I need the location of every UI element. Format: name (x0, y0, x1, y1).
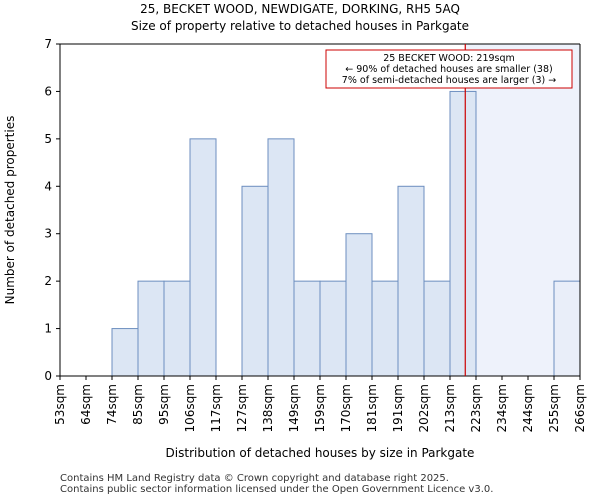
bar (423, 280, 451, 377)
x-tick-label: 223sqm (469, 384, 483, 432)
x-tick-label: 117sqm (209, 384, 223, 432)
bar (397, 185, 425, 377)
bar (111, 328, 139, 377)
y-tick-label: 6 (44, 84, 52, 98)
bar (449, 90, 477, 377)
chart-subtitle: Size of property relative to detached ho… (130, 19, 470, 33)
bar (137, 280, 165, 377)
bar (371, 280, 399, 377)
y-tick-label: 4 (44, 179, 52, 193)
x-tick-label: 127sqm (235, 384, 249, 432)
bar (293, 280, 321, 377)
x-tick-label: 234sqm (495, 384, 509, 432)
x-tick-label: 202sqm (417, 384, 431, 432)
footer-line-2: Contains public sector information licen… (60, 484, 494, 495)
x-tick-label: 95sqm (157, 384, 171, 425)
y-axis-label: Number of detached properties (3, 116, 17, 305)
x-tick-label: 255sqm (547, 384, 561, 432)
chart-title: 25, BECKET WOOD, NEWDIGATE, DORKING, RH5… (140, 2, 460, 16)
bar (241, 185, 269, 377)
annotation-line-1: 25 BECKET WOOD: 219sqm (383, 53, 515, 64)
y-tick-label: 2 (44, 274, 52, 288)
x-tick-label: 138sqm (261, 384, 275, 432)
x-tick-label: 85sqm (131, 384, 145, 425)
bar (553, 280, 581, 377)
y-tick-label: 0 (44, 369, 52, 383)
annotation-line-3: 7% of semi-detached houses are larger (3… (342, 75, 556, 86)
annotation-line-2: ← 90% of detached houses are smaller (38… (345, 64, 552, 75)
y-tick-label: 5 (44, 132, 52, 146)
x-tick-label: 53sqm (53, 384, 67, 425)
x-tick-label: 213sqm (443, 384, 457, 432)
y-tick-label: 1 (44, 322, 52, 336)
x-axis-label: Distribution of detached houses by size … (166, 446, 475, 460)
y-tick-label: 7 (44, 37, 52, 51)
x-tick-label: 159sqm (313, 384, 327, 432)
x-tick-label: 106sqm (183, 384, 197, 432)
x-tick-label: 191sqm (391, 384, 405, 432)
x-tick-label: 266sqm (573, 384, 587, 432)
bar (163, 280, 191, 377)
x-tick-label: 74sqm (105, 384, 119, 425)
x-tick-label: 64sqm (79, 384, 93, 425)
x-tick-label: 170sqm (339, 384, 353, 432)
x-tick-label: 149sqm (287, 384, 301, 432)
annotation-box (325, 49, 573, 89)
bar (189, 138, 217, 377)
footer-line-1: Contains HM Land Registry data © Crown c… (60, 473, 449, 484)
x-tick-label: 244sqm (521, 384, 535, 432)
bar (267, 138, 295, 377)
bar (345, 233, 373, 377)
y-tick-label: 3 (44, 227, 52, 241)
bar (319, 280, 347, 377)
x-tick-label: 181sqm (365, 384, 379, 432)
